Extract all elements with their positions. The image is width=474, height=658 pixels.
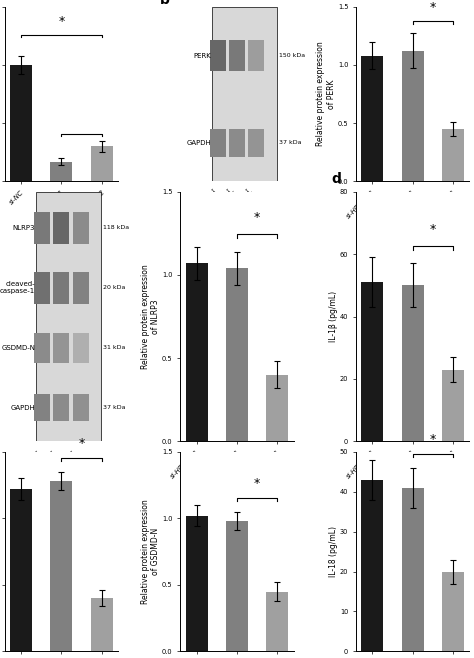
FancyBboxPatch shape [229,39,245,71]
Text: 20 kDa: 20 kDa [103,286,126,290]
Y-axis label: IL-1β (pg/mL): IL-1β (pg/mL) [329,291,338,342]
Bar [442,129,464,182]
FancyBboxPatch shape [210,39,226,71]
Bar [50,481,73,651]
Text: GAPDH: GAPDH [10,405,36,411]
Text: *: * [58,14,64,28]
FancyBboxPatch shape [54,394,69,421]
Bar [266,592,289,651]
Text: 150 kDa: 150 kDa [279,53,305,58]
Bar [442,370,464,442]
Bar [185,263,208,442]
Text: b: b [160,0,170,7]
Text: *: * [430,1,436,14]
Text: si-HDAC2-1: si-HDAC2-1 [17,449,42,474]
Text: *: * [254,476,260,490]
Bar [266,375,289,442]
Text: *: * [430,223,436,236]
FancyBboxPatch shape [212,7,277,182]
Bar [50,161,73,182]
Bar [361,282,383,442]
FancyBboxPatch shape [34,394,50,421]
Text: GSDMD-N: GSDMD-N [1,345,36,351]
FancyBboxPatch shape [54,333,69,363]
Text: *: * [79,437,85,449]
Text: d: d [331,172,341,186]
Text: PERK: PERK [193,53,211,59]
Text: si-HDAC2-1
+ si-PERK-1: si-HDAC2-1 + si-PERK-1 [50,449,81,479]
FancyBboxPatch shape [229,129,245,157]
Bar [226,521,248,651]
FancyBboxPatch shape [73,333,89,363]
FancyBboxPatch shape [34,333,50,363]
FancyBboxPatch shape [248,39,264,71]
Text: GAPDH: GAPDH [186,140,211,146]
Bar [226,268,248,442]
Bar [91,598,113,651]
Y-axis label: Relative protein expression
of NLRP3: Relative protein expression of NLRP3 [141,264,160,369]
Text: si-HDAC2-1
+ si-PERK-1: si-HDAC2-1 + si-PERK-1 [226,187,256,217]
Bar [401,286,424,442]
Text: 37 kDa: 37 kDa [279,140,301,145]
Text: si-HDAC2-1
+ si-NC: si-HDAC2-1 + si-NC [32,449,62,478]
Bar [361,55,383,182]
Text: cleaved-
caspase-1: cleaved- caspase-1 [0,282,36,294]
FancyBboxPatch shape [248,129,264,157]
Bar [361,480,383,651]
Bar [10,65,32,182]
FancyBboxPatch shape [73,212,89,244]
Text: *: * [254,211,260,224]
Text: 37 kDa: 37 kDa [103,405,126,410]
FancyBboxPatch shape [210,129,226,157]
Text: *: * [430,433,436,445]
Text: 118 kDa: 118 kDa [103,226,129,230]
Text: si-HDAC2-1
+ si-NC: si-HDAC2-1 + si-NC [207,187,237,216]
FancyBboxPatch shape [73,272,89,304]
Text: si-HDAC2-1: si-HDAC2-1 [192,187,218,213]
Text: 31 kDa: 31 kDa [103,345,126,350]
Bar [401,488,424,651]
FancyBboxPatch shape [54,272,69,304]
FancyBboxPatch shape [34,272,50,304]
Y-axis label: IL-18 (pg/mL): IL-18 (pg/mL) [329,526,338,577]
Bar [442,572,464,651]
FancyBboxPatch shape [36,191,101,442]
Bar [401,51,424,182]
Bar [10,489,32,651]
FancyBboxPatch shape [34,212,50,244]
FancyBboxPatch shape [73,394,89,421]
Y-axis label: Relative protein expression
of GSDMD-N: Relative protein expression of GSDMD-N [141,499,160,604]
FancyBboxPatch shape [54,212,69,244]
Text: NLRP3: NLRP3 [13,225,36,231]
Bar [185,516,208,651]
Bar [91,146,113,182]
Y-axis label: Relative protein expression
of PERK: Relative protein expression of PERK [316,41,336,146]
